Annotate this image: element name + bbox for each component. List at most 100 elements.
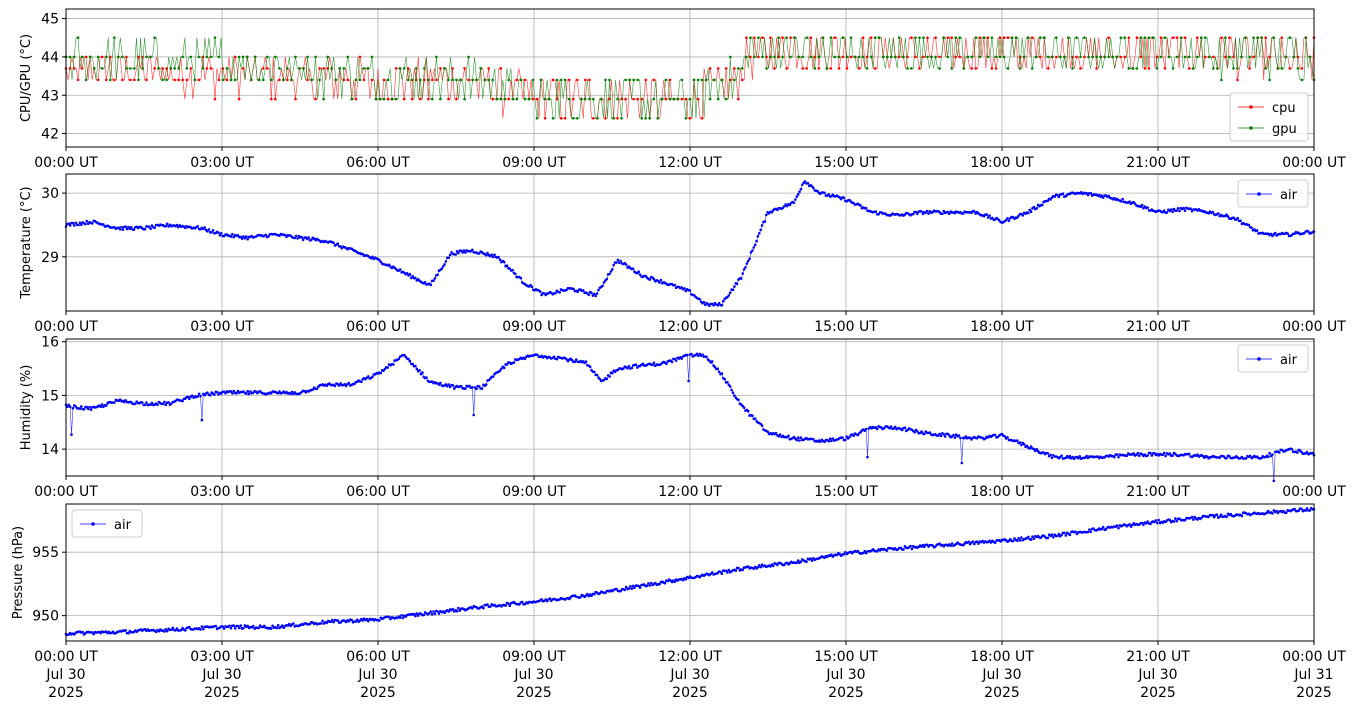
series-point-air [482, 606, 485, 610]
series-point-air [1120, 200, 1123, 203]
series-point-air [590, 594, 593, 597]
series-point-air [529, 283, 532, 287]
series-point-cpu [700, 117, 704, 120]
series-point-gpu [455, 78, 458, 82]
series-point-gpu [881, 55, 885, 59]
series-point-air [235, 391, 238, 395]
series-point-gpu [737, 67, 740, 70]
series-point-cpu [559, 117, 563, 120]
series-point-gpu [1200, 36, 1203, 39]
series-point-cpu [572, 97, 575, 101]
series-point-gpu [165, 78, 168, 82]
series-point-cpu [523, 78, 527, 82]
series-point-cpu [306, 78, 309, 82]
series-point-air [913, 431, 916, 434]
series-point-air [1056, 534, 1059, 538]
series-point-gpu [1175, 55, 1179, 59]
x-tick-label: 09:00 UT [502, 649, 566, 665]
series-point-cpu [274, 97, 277, 101]
series-point-gpu [934, 55, 937, 59]
series-point-air [88, 405, 91, 409]
series-point-cpu [543, 117, 547, 120]
series-point-air [1060, 533, 1063, 537]
series-point-air [246, 389, 249, 393]
series-point-gpu [535, 117, 539, 120]
series-point-cpu [1079, 67, 1082, 70]
series-point-air [744, 266, 747, 269]
series-point-air [670, 360, 674, 364]
series-point-air [1183, 209, 1187, 212]
series-point-air [401, 616, 405, 620]
legend-label-gpu: gpu [1272, 122, 1297, 137]
x-tick-label: 12:00 UT [658, 649, 722, 665]
series-point-gpu [700, 78, 704, 82]
series-point-gpu [1135, 67, 1139, 70]
series-point-cpu [829, 67, 833, 70]
series-point-air [638, 273, 642, 276]
series-point-cpu [616, 117, 619, 120]
series-point-air [587, 293, 591, 297]
series-point-air [1174, 517, 1177, 520]
series-point-cpu [80, 67, 84, 70]
series-point-air [952, 433, 955, 437]
series-point-air [124, 629, 127, 632]
series-point-air [1189, 207, 1192, 210]
series-point-gpu [378, 97, 382, 101]
series-point-cpu [729, 78, 732, 82]
series-point-air [217, 231, 220, 234]
y-tick-label: 16 [41, 335, 59, 351]
series-point-air [190, 394, 194, 398]
y-axis-title: Humidity (%) [19, 365, 34, 451]
series-point-air [1142, 523, 1145, 527]
series-point-gpu [100, 67, 104, 70]
series-point-gpu [1288, 36, 1292, 39]
series-point-gpu [886, 55, 889, 59]
series-point-air [1031, 535, 1034, 538]
series-point-air [985, 213, 988, 216]
series-point-gpu [88, 55, 92, 59]
series-point-air [104, 404, 108, 407]
series-point-cpu [1187, 67, 1191, 70]
series-point-air [263, 624, 266, 628]
series-point-cpu [129, 78, 132, 82]
x-tick-label: 06:00 UT [346, 319, 410, 335]
series-point-air [242, 235, 245, 238]
series-point-gpu [620, 117, 623, 120]
series-point-gpu [447, 78, 450, 82]
series-point-air [386, 366, 390, 369]
series-point-air [1011, 539, 1015, 543]
series-point-gpu [1022, 55, 1026, 59]
x-tick-label: 15:00 UT [814, 155, 878, 171]
series-point-gpu [608, 78, 611, 82]
series-point-cpu [221, 67, 225, 70]
series-point-gpu [1051, 55, 1054, 59]
series-point-air [229, 626, 233, 630]
x-tick-label: 03:00 UT [190, 155, 254, 171]
series-point-cpu [809, 36, 813, 39]
series-point-air [749, 251, 753, 254]
x-tick-label: 00:00 UT [34, 155, 98, 171]
series-point-gpu [1244, 36, 1247, 39]
series-point-gpu [543, 97, 547, 101]
series-point-gpu [427, 78, 430, 82]
x-tick-label: 15:00 UT [814, 649, 878, 665]
series-point-cpu [165, 67, 168, 70]
series-point-cpu [986, 36, 990, 39]
series-point-air [863, 429, 866, 433]
series-point-air [803, 180, 807, 183]
series-point-gpu [773, 55, 776, 59]
series-point-air [733, 285, 736, 288]
series-point-gpu [757, 36, 760, 39]
series-point-air [961, 212, 965, 215]
series-point-air [475, 387, 478, 391]
series-point-air [684, 578, 688, 581]
series-point-air [1085, 454, 1088, 458]
series-point-air [486, 251, 489, 255]
series-point-gpu [229, 78, 233, 82]
series-point-air [468, 384, 471, 388]
series-point-air [877, 213, 880, 216]
series-point-gpu [262, 78, 265, 82]
series-point-gpu [684, 117, 688, 120]
series-point-gpu [974, 36, 978, 39]
